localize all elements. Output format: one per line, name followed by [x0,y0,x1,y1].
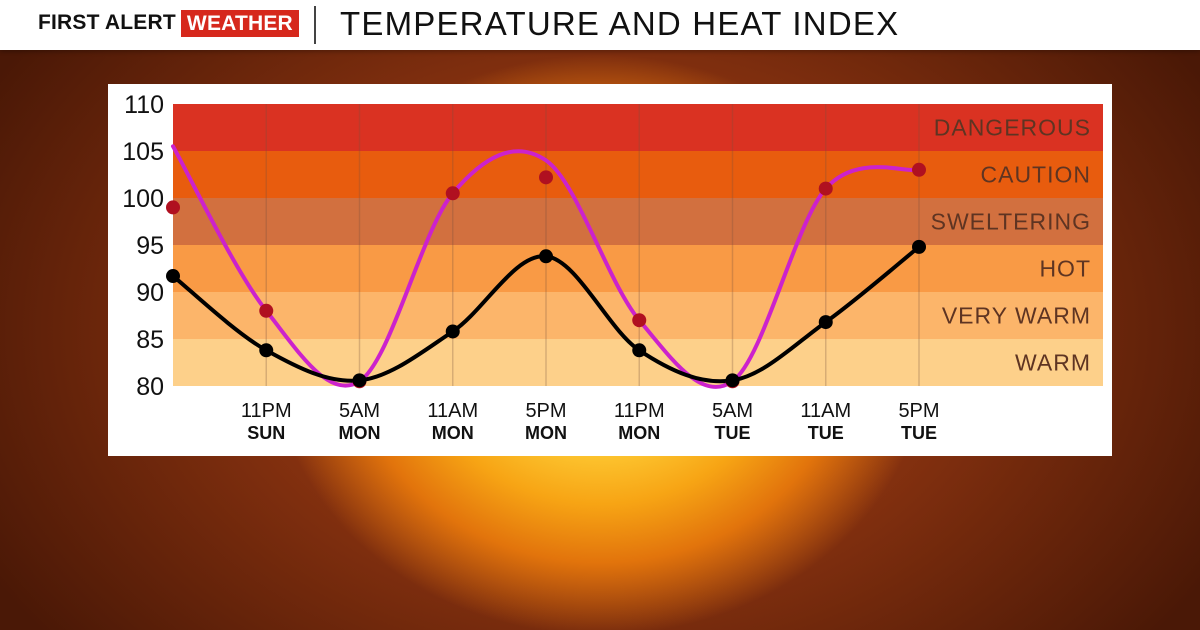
x-tick-day-5: TUE [715,423,751,443]
temperature-point-7 [818,315,833,330]
temperature-point-2 [352,373,367,388]
zone-band-5 [173,104,1103,151]
x-tick-time-6: 11AM [800,400,851,422]
temperature-point-6 [725,373,740,388]
temperature-point-8 [912,239,926,254]
zone-label-5: DANGEROUS [934,115,1091,141]
y-tick-label-3: 95 [136,232,164,260]
x-tick-time-4: 11PM [614,400,665,422]
zone-band-4 [173,151,1103,198]
x-tick-day-1: MON [339,423,381,443]
header-bar: FIRST ALERT WEATHER TEMPERATURE AND HEAT… [0,0,1200,50]
temperature-point-0 [166,269,180,284]
zone-band-3 [173,198,1103,245]
brand-first-alert: FIRST ALERT [38,11,176,34]
heat-index-point-4 [539,170,553,185]
x-tick-time-1: 5AM [339,400,380,422]
zone-band-2 [173,245,1103,292]
temperature-point-1 [259,343,274,358]
heat-index-chart: WARM VERY WARM HOT SWELTERING CAUTION DANGERO… [122,91,1103,443]
x-tick-time-3: 5PM [525,400,566,422]
x-tick-day-7: TUE [901,423,937,443]
x-tick-day-4: MON [618,423,660,443]
heat-index-point-3 [445,186,460,201]
x-tick-time-7: 5PM [898,400,939,422]
temperature-point-4 [539,249,553,264]
y-tick-label-0: 80 [136,373,164,401]
x-tick-time-5: 5AM [712,400,753,422]
zone-label-0: WARM [1015,350,1091,376]
brand-logo: FIRST ALERT WEATHER [38,8,299,38]
y-tick-label-2: 90 [136,279,164,307]
heat-index-point-5 [632,313,647,328]
page-title: TEMPERATURE AND HEAT INDEX [340,5,900,42]
temperature-point-3 [445,324,460,339]
x-tick-day-2: MON [432,423,474,443]
zone-label-3: SWELTERING [931,209,1091,235]
header-divider [314,6,316,44]
heat-index-line [171,144,921,389]
y-tick-label-1: 85 [136,326,164,354]
heat-index-point-7 [818,181,833,196]
x-tick-day-6: TUE [808,423,844,443]
x-tick-day-0: SUN [247,423,285,443]
zone-label-2: HOT [1039,256,1091,282]
heat-index-point-0 [166,200,180,215]
y-tick-label-5: 105 [122,138,164,166]
zone-label-4: CAUTION [981,162,1092,188]
heat-index-point-8 [912,162,926,177]
zone-label-1: VERY WARM [942,303,1091,329]
brand-weather-badge: WEATHER [180,9,299,37]
chart-panel: WARM VERY WARM HOT SWELTERING CAUTION DANGERO… [108,84,1112,456]
y-tick-label-6: 110 [124,91,164,119]
x-tick-time-0: 11PM [241,400,292,422]
temperature-point-5 [632,343,647,358]
y-tick-label-4: 100 [122,185,164,213]
heat-index-point-1 [259,303,274,318]
x-tick-day-3: MON [525,423,567,443]
x-tick-time-2: 11AM [427,400,478,422]
